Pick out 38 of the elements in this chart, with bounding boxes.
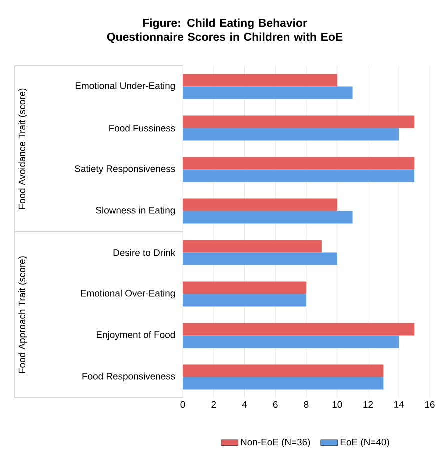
y-tick-label: Satiety Responsiveness <box>75 165 176 174</box>
bar <box>183 157 415 170</box>
bar <box>183 170 415 182</box>
x-tick-label: 10 <box>332 401 342 408</box>
x-tick-label: 6 <box>273 401 278 408</box>
y-tick-label: Desire to Drink <box>114 249 176 256</box>
x-tick-label: 2 <box>212 401 216 408</box>
bar <box>183 116 415 128</box>
bar <box>183 252 338 266</box>
bar <box>183 128 400 141</box>
legend-label: Non-EoE (N=36) <box>241 438 310 448</box>
text: Food Avoidance Trait (score) <box>18 88 28 209</box>
bar <box>183 198 338 212</box>
bar <box>183 364 384 378</box>
bar <box>183 86 353 100</box>
chart-title: Figure: Child Eating Behavior Questionnaire Scores in Children with EoE <box>107 18 343 44</box>
x-tick-label: 8 <box>304 401 309 408</box>
legend-label: EoE (N=40) <box>340 438 390 448</box>
x-tick-label: 4 <box>242 401 248 408</box>
bar <box>183 211 353 224</box>
x-tick-label: 14 <box>394 401 404 408</box>
bar <box>183 377 384 390</box>
y-tick-label: Slowness in Eating <box>96 206 176 216</box>
bar <box>183 323 415 336</box>
text: Food Approach Trait (score) <box>18 256 28 374</box>
x-tick-label: 0 <box>180 401 186 408</box>
y-tick-label: Emotional Over-Eating <box>81 290 176 299</box>
y-tick-label: Food Fussiness <box>110 124 176 132</box>
y-tick-label: Emotional Under-Eating <box>76 82 176 92</box>
y-tick-label: Food Responsiveness <box>82 372 176 382</box>
y-tick-label: Enjoyment of Food <box>96 331 176 340</box>
bar <box>183 282 306 294</box>
x-tick-label: 12 <box>364 401 374 408</box>
x-tick-label: 16 <box>425 401 435 408</box>
bar <box>183 74 338 87</box>
bar <box>183 294 306 307</box>
bar <box>183 240 322 253</box>
bar <box>183 336 400 348</box>
